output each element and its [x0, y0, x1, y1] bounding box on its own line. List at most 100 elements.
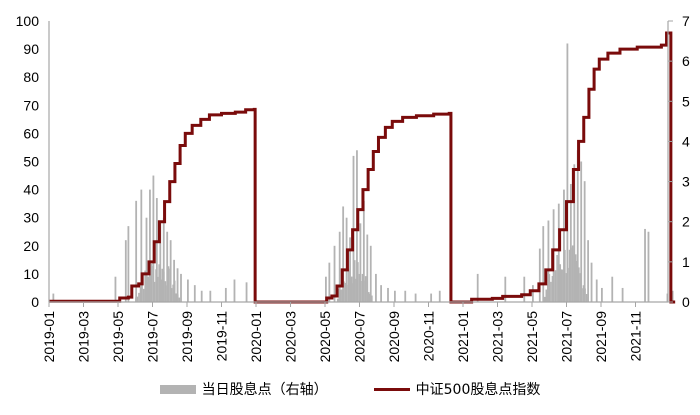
dividend-bar — [169, 240, 172, 302]
x-axis-tick-label: 2020-05 — [317, 311, 333, 363]
left-axis-tick-label: 60 — [23, 125, 39, 141]
left-axis-tick-label: 10 — [23, 266, 39, 282]
dividend-bar — [325, 276, 327, 302]
dividend-bar — [145, 217, 148, 302]
x-axis-tick-label: 2019-09 — [179, 311, 195, 363]
dividend-bar — [166, 231, 169, 302]
dividend-bar — [557, 203, 560, 302]
dividend-bar — [394, 290, 396, 302]
dividend-bar — [135, 200, 138, 302]
dividend-bar — [538, 248, 541, 302]
dividend-bar — [140, 189, 143, 302]
legend: 当日股息点（右轴） 中证500股息点指数 — [0, 376, 700, 402]
bar-swatch-icon — [159, 384, 196, 394]
dividend-bar — [149, 189, 151, 302]
dividend-bar — [152, 175, 155, 302]
dividend-bar — [580, 161, 583, 302]
dividend-bar — [52, 293, 55, 302]
x-axis-tick-label: 2019-07 — [145, 311, 161, 363]
right-axis-tick-label: 4 — [682, 133, 690, 149]
left-axis-tick-label: 70 — [23, 97, 39, 113]
dividend-bar — [159, 223, 162, 302]
dividend-bar — [124, 240, 127, 302]
right-axis-tick-label: 6 — [682, 53, 690, 69]
dividend-bar — [576, 150, 579, 302]
dividend-bar — [380, 285, 382, 302]
right-axis-tick-label: 2 — [682, 214, 690, 230]
x-axis-tick-label: 2019-01 — [41, 311, 57, 363]
left-axis-tick-label: 80 — [23, 69, 39, 85]
left-axis-tick-label: 40 — [23, 182, 39, 198]
dividend-bar — [369, 245, 372, 302]
x-axis-tick-label: 2019-03 — [76, 311, 92, 363]
dividend-bar — [476, 273, 479, 302]
dividend-bar — [342, 206, 345, 302]
dividend-bar — [366, 234, 369, 302]
dividend-bar — [414, 293, 417, 302]
dividend-bar — [328, 262, 331, 302]
x-axis-tick-label: 2020-01 — [248, 311, 264, 363]
legend-line-label: 中证500股息点指数 — [415, 382, 541, 398]
x-axis-tick-label: 2020-03 — [283, 311, 299, 363]
dividend-bar — [590, 262, 593, 302]
dividend-bar — [162, 217, 165, 302]
legend-item-bar: 当日股息点（右轴） — [159, 379, 328, 399]
left-axis-tick-label: 30 — [23, 210, 39, 226]
legend-item-line: 中证500股息点指数 — [373, 379, 541, 399]
dividend-bar — [233, 279, 236, 302]
right-axis-tick-label: 7 — [682, 13, 690, 29]
dividend-bar — [569, 183, 572, 302]
dividend-bar — [127, 226, 130, 302]
left-axis-tick-label: 0 — [31, 294, 39, 310]
right-axis-tick-label: 1 — [682, 254, 690, 270]
right-axis-tick-label: 0 — [682, 294, 690, 310]
right-axis-tick-label: 5 — [682, 93, 690, 109]
left-axis-tick-label: 90 — [23, 41, 39, 57]
legend-bar-label: 当日股息点（右轴） — [201, 382, 328, 398]
dividend-bar — [173, 259, 175, 302]
dividend-bar — [349, 237, 351, 302]
dividend-bar — [362, 200, 365, 302]
dividend-bar — [200, 290, 203, 302]
dividend-bar — [583, 181, 586, 302]
dividend-bar — [209, 290, 212, 302]
x-axis-tick-label: 2020-07 — [352, 311, 368, 363]
dividend-bar — [338, 231, 341, 302]
dividend-bar — [187, 279, 189, 302]
left-axis-tick-label: 100 — [16, 13, 40, 29]
x-axis-tick-label: 2020-09 — [386, 311, 402, 363]
x-axis-tick-label: 2021-01 — [455, 311, 471, 363]
dividend-bar — [438, 290, 441, 302]
dividend-bar — [359, 223, 362, 302]
dividend-bar — [595, 279, 598, 302]
dividend-bar — [176, 268, 179, 302]
dividend-bar — [114, 276, 117, 302]
dividend-bar — [523, 276, 526, 302]
dividend-bar — [155, 198, 158, 302]
x-axis-tick-label: 2019-11 — [214, 311, 230, 362]
x-axis-tick-label: 2021-05 — [524, 311, 540, 363]
dividend-bar — [601, 287, 603, 302]
dividend-bar — [647, 231, 650, 302]
dividend-bar — [566, 43, 569, 302]
dividend-bar — [573, 164, 576, 302]
axes: 0 10 20 30 40 50 60 70 80 90 100 0 1 2 3 4 5 6 7 2019-01 201… — [16, 13, 690, 362]
line-swatch-icon — [373, 387, 410, 391]
dividend-bar — [224, 287, 227, 302]
dividend-bar — [504, 276, 507, 302]
dividend-bar — [644, 228, 646, 302]
dividend-bar — [532, 285, 534, 302]
index-line-path — [49, 31, 676, 304]
dividend-bar — [563, 189, 565, 302]
dividend-bar — [180, 273, 182, 302]
daily-dividend-bars — [52, 43, 674, 302]
dividend-bar — [542, 226, 545, 302]
x-axis-tick-label: 2021-09 — [593, 311, 609, 363]
x-axis-tick-label: 2021-03 — [490, 311, 506, 363]
dividend-bar — [430, 293, 433, 302]
dividend-bar — [375, 273, 377, 302]
dividend-bar — [193, 285, 196, 302]
dividend-bar — [671, 290, 674, 302]
dividend-bar — [611, 276, 614, 302]
